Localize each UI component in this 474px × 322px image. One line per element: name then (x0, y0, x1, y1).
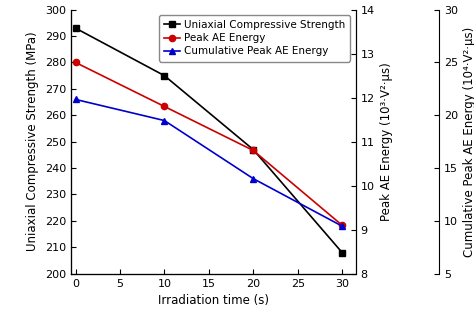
Y-axis label: Peak AE Energy (10³·V²·μs): Peak AE Energy (10³·V²·μs) (380, 62, 393, 221)
Y-axis label: Uniaxial Compressive Strength (MPa): Uniaxial Compressive Strength (MPa) (27, 32, 39, 251)
Peak AE Energy (162, 105, 167, 109)
Cumulative Peak AE Energy (73, 98, 78, 101)
Legend: Uniaxial Compressive Strength, Peak AE Energy, Cumulative Peak AE Energy: Uniaxial Compressive Strength, Peak AE E… (159, 15, 350, 62)
Uniaxial Compressive Strength (250, 148, 256, 152)
Uniaxial Compressive Strength (162, 74, 167, 78)
Cumulative Peak AE Energy (250, 177, 256, 181)
Peak AE Energy (250, 148, 256, 152)
Cumulative Peak AE Energy (339, 224, 345, 228)
Line: Cumulative Peak AE Energy: Cumulative Peak AE Energy (73, 96, 345, 229)
Y-axis label: Cumulative Peak AE Energy (10⁴·V²·μs): Cumulative Peak AE Energy (10⁴·V²·μs) (464, 26, 474, 257)
Peak AE Energy (339, 223, 345, 227)
Uniaxial Compressive Strength (73, 26, 78, 30)
Peak AE Energy (73, 61, 78, 64)
Line: Peak AE Energy: Peak AE Energy (73, 59, 345, 228)
Uniaxial Compressive Strength (339, 251, 345, 254)
Line: Uniaxial Compressive Strength: Uniaxial Compressive Strength (73, 25, 345, 256)
X-axis label: Irradiation time (s): Irradiation time (s) (158, 294, 269, 307)
Cumulative Peak AE Energy (162, 118, 167, 122)
